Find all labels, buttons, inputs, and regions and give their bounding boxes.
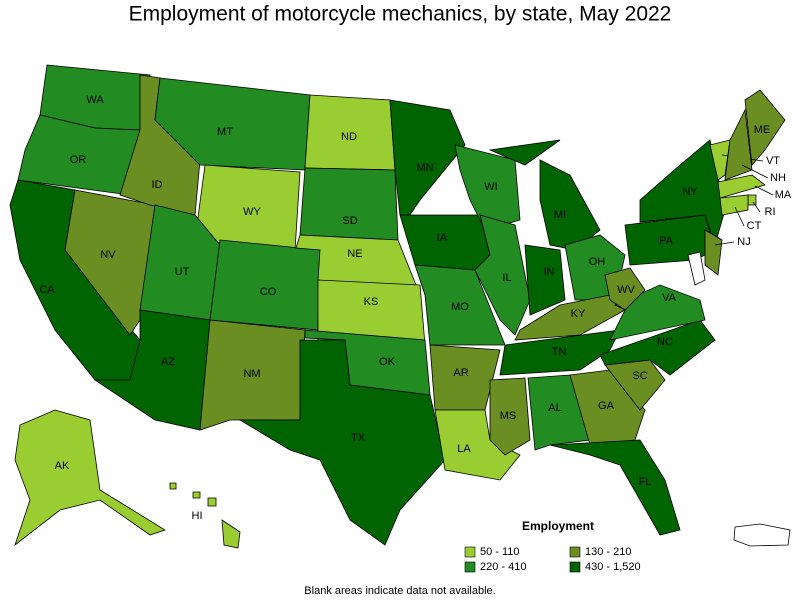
state-label: MS bbox=[500, 410, 517, 422]
state-label: NH bbox=[770, 172, 786, 184]
state-label: AR bbox=[453, 367, 468, 379]
state bbox=[539, 159, 601, 251]
state bbox=[299, 167, 399, 241]
state-label: NY bbox=[682, 186, 698, 198]
state-label: WA bbox=[86, 94, 104, 106]
blank-area bbox=[733, 523, 791, 547]
state bbox=[717, 174, 766, 199]
leader-line bbox=[752, 201, 761, 213]
state-label: MT bbox=[217, 126, 233, 138]
leader-line bbox=[741, 164, 769, 179]
state-label: NJ bbox=[737, 236, 750, 248]
state bbox=[499, 329, 621, 376]
state-label: FL bbox=[639, 476, 652, 488]
legend-swatch bbox=[569, 546, 581, 558]
state-label: LA bbox=[457, 443, 471, 455]
state bbox=[639, 139, 726, 247]
state bbox=[169, 482, 177, 490]
state bbox=[154, 77, 311, 171]
blank-area bbox=[687, 251, 706, 286]
state-label: ME bbox=[754, 124, 771, 136]
state-label: SD bbox=[342, 215, 357, 227]
state bbox=[434, 409, 521, 481]
state-label: OK bbox=[379, 356, 396, 368]
state bbox=[604, 267, 646, 311]
state bbox=[527, 374, 591, 451]
legend-swatch bbox=[569, 561, 581, 573]
state-label: CO bbox=[260, 286, 277, 298]
state bbox=[709, 139, 731, 181]
legend: 50 - 110 130 - 210 220 - 410 430 - 1,520 bbox=[464, 546, 641, 573]
legend-label: 50 - 110 bbox=[480, 546, 520, 558]
state bbox=[744, 89, 786, 166]
state-label: KY bbox=[571, 308, 586, 320]
state-label: HI bbox=[192, 510, 203, 522]
state-label: MI bbox=[554, 209, 566, 221]
state-label: VT bbox=[766, 155, 780, 167]
state bbox=[207, 497, 217, 507]
map-title: Employment of motorcycle mechanics, by s… bbox=[129, 3, 672, 26]
state bbox=[488, 139, 561, 166]
state bbox=[192, 491, 201, 499]
state-label: WI bbox=[484, 181, 497, 193]
state-label: WV bbox=[617, 284, 635, 296]
state-label: NM bbox=[243, 368, 260, 380]
states: WA OR CA NV ID MT WY UT CO AZ NM ND SD NE KS OK TX MN IA MO… bbox=[9, 64, 792, 549]
state bbox=[549, 439, 681, 536]
state-label: NC bbox=[657, 336, 673, 348]
state-label: SC bbox=[632, 370, 647, 382]
state-label: OH bbox=[589, 256, 606, 268]
state-label: PA bbox=[659, 235, 674, 247]
state-label: IL bbox=[502, 272, 511, 284]
state bbox=[719, 194, 749, 216]
state-label: NV bbox=[100, 249, 116, 261]
state-label: AZ bbox=[161, 356, 175, 368]
state-label: OR bbox=[70, 154, 87, 166]
state-label: CT bbox=[747, 220, 762, 232]
state bbox=[704, 229, 723, 276]
leader-line bbox=[734, 206, 745, 227]
state-label: ID bbox=[152, 179, 163, 191]
state bbox=[474, 214, 531, 336]
state-label: KS bbox=[364, 296, 379, 308]
state-label: CA bbox=[39, 284, 55, 296]
state bbox=[389, 99, 466, 216]
legend-label: 430 - 1,520 bbox=[585, 561, 641, 573]
state-label: NE bbox=[347, 248, 362, 260]
state-label: AL bbox=[548, 402, 561, 414]
state bbox=[238, 339, 446, 546]
state-label: MN bbox=[416, 162, 433, 174]
legend-swatch bbox=[464, 546, 476, 558]
state-label: UT bbox=[175, 266, 190, 278]
state-label: MA bbox=[775, 189, 792, 201]
legend-label: 130 - 210 bbox=[585, 546, 631, 558]
state-label: TX bbox=[351, 432, 366, 444]
state-label: MO bbox=[451, 301, 469, 313]
state-label: IN bbox=[544, 266, 555, 278]
state-label: TN bbox=[552, 346, 567, 358]
state bbox=[524, 244, 566, 316]
state bbox=[747, 194, 757, 206]
state bbox=[489, 377, 531, 456]
state-label: VA bbox=[662, 292, 677, 304]
note: Blank areas indicate data not available. bbox=[304, 585, 495, 597]
legend-title: Employment bbox=[522, 519, 594, 533]
state-label: WY bbox=[243, 206, 261, 218]
leader-line bbox=[714, 241, 735, 246]
leader-line bbox=[754, 185, 774, 196]
legend-label: 220 - 410 bbox=[480, 561, 526, 573]
state-label: AK bbox=[55, 460, 70, 472]
state bbox=[14, 409, 166, 547]
legend-swatch bbox=[464, 561, 476, 573]
state-label: RI bbox=[765, 206, 776, 218]
state-label: GA bbox=[598, 400, 615, 412]
state bbox=[221, 519, 241, 549]
state-label: IA bbox=[437, 232, 448, 244]
state-label: ND bbox=[341, 131, 357, 143]
